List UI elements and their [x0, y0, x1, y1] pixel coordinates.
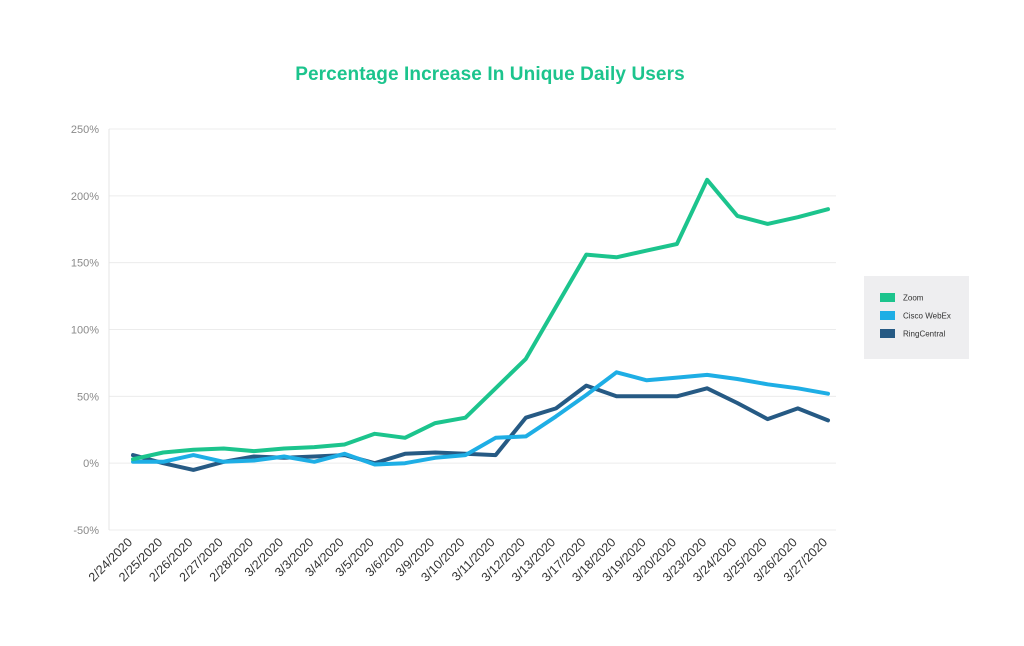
- legend-label: RingCentral: [903, 330, 945, 339]
- y-tick-label: 250%: [71, 124, 99, 136]
- chart-title: Percentage Increase In Unique Daily User…: [295, 64, 685, 85]
- y-tick-label: 50%: [77, 391, 99, 403]
- legend-label: Cisco WebEx: [903, 312, 951, 321]
- series-line-cisco-webex: [131, 370, 830, 467]
- y-tick-label: 0%: [83, 458, 99, 470]
- legend-swatch: [880, 329, 895, 338]
- legend-swatch: [880, 293, 895, 302]
- y-tick-label: 200%: [71, 191, 99, 203]
- grid-lines: [108, 128, 836, 531]
- legend: Zoom Cisco WebEx RingCentral: [864, 276, 969, 359]
- legend-swatch: [880, 311, 895, 320]
- y-axis-ticks: 250% 200% 150% 100% 50% 0% -50%: [71, 124, 99, 537]
- series-line-zoom: [131, 177, 830, 462]
- legend-label: Zoom: [903, 294, 924, 303]
- y-tick-label: 150%: [71, 258, 99, 270]
- y-tick-label: -50%: [73, 525, 99, 537]
- x-axis-ticks: 2/24/20202/25/20202/26/20202/27/20202/28…: [86, 535, 830, 584]
- series-line-ringcentral: [131, 383, 830, 472]
- y-tick-label: 100%: [71, 325, 99, 337]
- series-lines: [131, 177, 830, 472]
